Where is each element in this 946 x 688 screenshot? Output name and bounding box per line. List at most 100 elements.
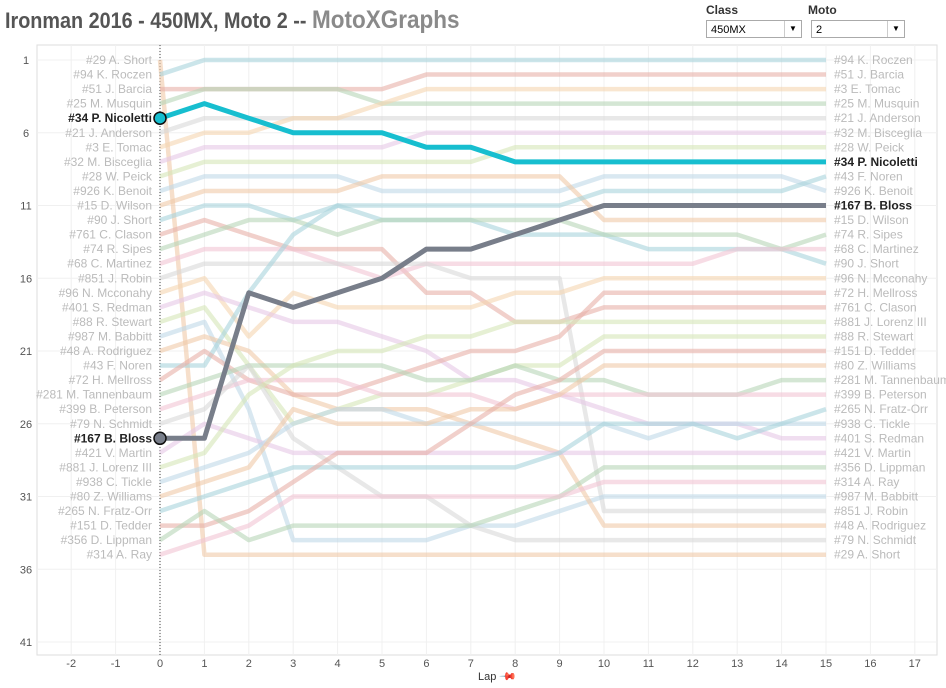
rider-finish-label: #265 N. Fratz-Orr (834, 402, 928, 416)
rider-finish-label: #167 B. Bloss (834, 199, 912, 213)
rider-finish-label: #15 D. Wilson (834, 213, 909, 227)
rider-start-label: #926 K. Benoit (73, 184, 152, 198)
rider-line (158, 290, 826, 397)
rider-line (158, 421, 826, 456)
rider-start-marker (153, 431, 167, 446)
rider-start-label: #90 J. Short (87, 213, 152, 227)
rider-line (159, 115, 826, 135)
rider-start-label: #28 W. Peick (82, 169, 153, 183)
rider-finish-label: #88 R. Stewart (834, 329, 914, 343)
rider-start-label: #314 A. Ray (87, 548, 152, 562)
rider-finish-label: #51 J. Barcia (834, 68, 904, 82)
rider-line (160, 348, 826, 528)
rider-line (159, 174, 826, 223)
rider-start-label: #72 H. Mellross (69, 373, 152, 387)
rider-start-label: #421 V. Martin (75, 446, 152, 460)
rider-start-label: #48 A. Rodriguez (60, 344, 152, 358)
x-tick-label: 9 (557, 658, 563, 670)
rider-start-label: #88 R. Stewart (73, 315, 153, 329)
x-tick-label: 10 (598, 658, 610, 670)
class-filter-label: Class (706, 3, 739, 17)
rider-finish-label: #356 D. Lippman (834, 460, 925, 474)
rider-start-label: #265 N. Fratz-Orr (58, 504, 152, 518)
y-tick-label: 31 (20, 492, 32, 504)
rider-finish-label: #90 J. Short (834, 257, 899, 271)
x-tick-label: 5 (379, 658, 385, 670)
rider-start-label: #68 C. Martinez (67, 257, 152, 271)
y-tick-label: 6 (23, 128, 29, 140)
rider-start-label: #987 M. Babbitt (68, 329, 153, 343)
rider-finish-label: #96 N. Mcconahy (834, 271, 927, 285)
x-tick-label: 2 (246, 658, 252, 670)
y-tick-label: 16 (20, 273, 32, 285)
rider-start-label: #80 Z. Williams (70, 490, 152, 504)
rider-start-label: #34 P. Nicoletti (68, 111, 152, 125)
x-tick-label: 6 (423, 658, 429, 670)
rider-line (158, 465, 826, 543)
rider-finish-label: #74 R. Sipes (834, 228, 903, 242)
rider-finish-label: #3 E. Tomac (834, 82, 900, 96)
rider-finish-label: #43 F. Noren (834, 169, 903, 183)
x-tick-label: 17 (909, 658, 921, 670)
rider-finish-label: #28 W. Peick (834, 140, 905, 154)
x-tick-label: 13 (731, 658, 743, 670)
x-tick-label: 3 (290, 658, 296, 670)
rider-start-label: #32 M. Bisceglia (64, 155, 152, 169)
title-text: Ironman 2016 - 450MX, Moto 2 -- (5, 8, 307, 33)
moto-select-value: 2 (816, 24, 823, 36)
rider-finish-label: #25 M. Musquin (834, 97, 919, 111)
rider-line (159, 57, 826, 77)
rider-finish-label: #79 N. Schmidt (834, 533, 917, 547)
chevron-down-icon: ▼ (887, 21, 904, 37)
rider-start-label: #356 D. Lippman (61, 533, 152, 547)
rider-start-label: #938 C. Tickle (76, 475, 152, 489)
rider-start-label: #281 M. Tannenbaum (36, 388, 152, 402)
rider-start-label: #21 J. Anderson (65, 126, 152, 140)
rider-finish-label: #851 J. Robin (834, 504, 908, 518)
rider-start-label: #151 D. Tedder (70, 519, 152, 533)
rider-start-label: #29 A. Short (86, 53, 153, 67)
rider-line (159, 217, 827, 252)
rider-finish-label: #94 K. Roczen (834, 53, 913, 67)
x-tick-label: 8 (512, 658, 518, 670)
x-tick-label: 15 (820, 658, 832, 670)
rider-finish-label: #926 K. Benoit (834, 184, 913, 198)
rider-line (159, 479, 826, 557)
rider-start-label: #399 B. Peterson (59, 402, 152, 416)
moto-select[interactable]: 2 ▼ (811, 20, 905, 38)
brand-name: MotoXGraphs (311, 6, 460, 34)
rider-finish-label: #72 H. Mellross (834, 286, 917, 300)
rider-line (160, 203, 826, 441)
class-select[interactable]: 450MX ▼ (706, 20, 802, 38)
rider-line (157, 59, 826, 557)
rider-start-label: #3 E. Tomac (86, 140, 152, 154)
rider-start-label: #79 N. Schmidt (70, 417, 153, 431)
rider-start-marker (153, 111, 167, 125)
rider-start-label: #25 M. Musquin (67, 97, 152, 111)
rider-start-label: #43 F. Noren (83, 359, 152, 373)
y-tick-label: 11 (20, 201, 31, 213)
rider-line (159, 86, 826, 106)
rider-finish-label: #34 P. Nicoletti (834, 155, 918, 169)
rider-start-label: #96 N. Mcconahy (59, 286, 152, 300)
rider-line (159, 174, 827, 194)
rider-finish-label: #29 A. Short (834, 548, 901, 562)
y-tick-label: 36 (20, 564, 32, 576)
rider-line (159, 363, 826, 543)
rider-finish-label: #314 A. Ray (834, 475, 899, 489)
x-tick-label: 1 (201, 658, 207, 670)
rider-start-label: #51 J. Barcia (82, 82, 152, 96)
x-tick-label: 11 (643, 658, 654, 670)
rider-finish-label: #761 C. Clason (834, 300, 917, 314)
rider-start-label: #401 S. Redman (62, 300, 152, 314)
rider-line (159, 407, 827, 514)
x-tick-label: -2 (66, 658, 76, 670)
x-tick-label: 7 (468, 658, 474, 670)
rider-line (159, 334, 826, 528)
x-tick-label: 0 (157, 658, 163, 670)
rider-start-label: #851 J. Robin (78, 271, 152, 285)
rider-finish-label: #401 S. Redman (834, 431, 924, 445)
x-tick-label: 14 (775, 658, 787, 670)
y-tick-label: 41 (20, 637, 32, 649)
rider-line (159, 217, 826, 325)
